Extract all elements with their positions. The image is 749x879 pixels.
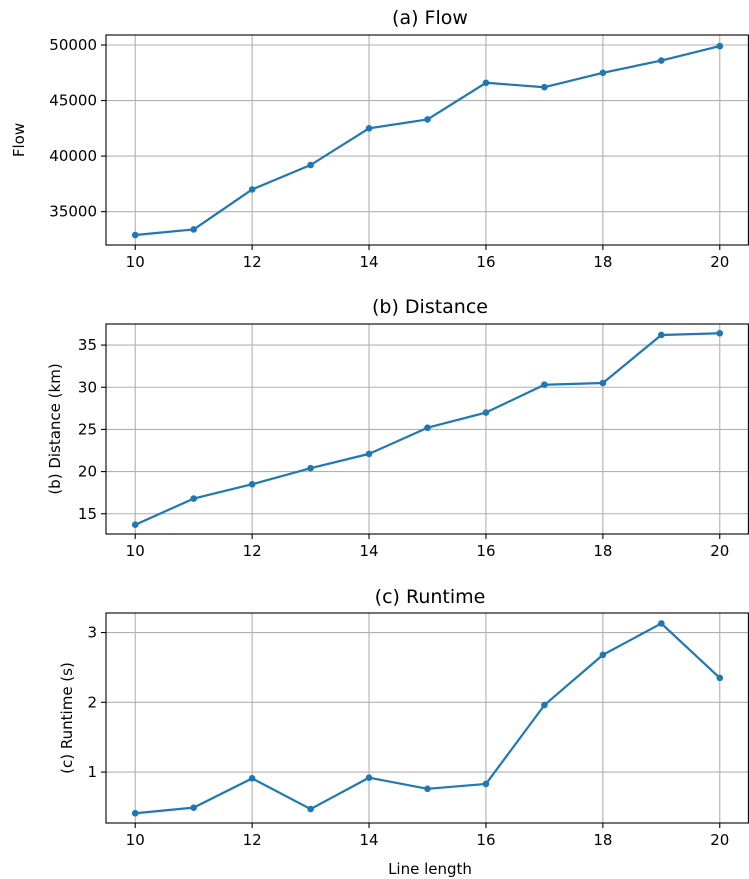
x-tick-label: 14 (359, 542, 378, 560)
x-tick-label: 16 (476, 831, 495, 849)
data-point (190, 226, 197, 233)
chart-title: (c) Runtime (375, 586, 486, 608)
plot-frame (105, 612, 749, 824)
x-axis-label: Line length (388, 860, 472, 878)
data-point (190, 495, 197, 502)
y-tick-label: 2 (87, 693, 97, 711)
x-tick-label: 18 (593, 542, 612, 560)
x-tick-label: 18 (593, 253, 612, 271)
panel-flow: (a) Flow Flow 10 12 14 16 18 20 35000 40000 4500… (10, 7, 749, 271)
x-tick-label: 12 (243, 542, 262, 560)
data-point (424, 785, 431, 793)
series-line (135, 622, 721, 815)
y-tick-label: 35000 (49, 203, 97, 221)
x-tick-label: 12 (243, 831, 262, 849)
data-point (248, 186, 256, 193)
y-tick-label: 30 (78, 378, 97, 396)
chart-title: (b) Distance (372, 296, 488, 318)
data-point (541, 381, 548, 389)
data-point (307, 805, 314, 813)
y-tick-label: 15 (78, 505, 97, 523)
panel-runtime: (c) Runtime (c) Runtime (s) Line length … (58, 586, 749, 878)
panel-distance: (b) Distance (b) Distance (km) 10 12 14 16 1… (46, 296, 749, 560)
x-tick-label: 10 (126, 831, 145, 849)
x-tick-label: 20 (710, 831, 729, 849)
data-point (599, 69, 607, 77)
data-point (424, 116, 431, 123)
x-tick-label: 20 (710, 253, 729, 271)
chart-title: (a) Flow (392, 7, 468, 29)
y-tick-label: 3 (87, 624, 97, 642)
y-tick-label: 1 (87, 763, 97, 781)
x-tick-label: 12 (243, 253, 262, 271)
x-tick-label: 10 (126, 253, 145, 271)
data-point (307, 464, 314, 472)
y-tick-label: 25 (78, 420, 97, 438)
y-axis-label: Flow (10, 123, 28, 157)
data-point (248, 775, 256, 782)
data-point (365, 450, 373, 458)
x-tick-label: 16 (476, 542, 495, 560)
data-point (424, 424, 431, 432)
y-tick-label: 40000 (49, 147, 97, 165)
y-tick-label: 20 (78, 463, 97, 481)
x-tick-label: 20 (710, 542, 729, 560)
x-tick-label: 18 (593, 831, 612, 849)
data-point (482, 79, 490, 87)
data-point (365, 125, 373, 132)
data-point (541, 701, 548, 709)
data-point (716, 42, 724, 50)
data-point (658, 331, 665, 339)
data-point (658, 57, 665, 64)
x-tick-label: 14 (359, 253, 378, 271)
data-point (716, 674, 724, 682)
data-point (599, 379, 607, 387)
data-point (599, 651, 607, 659)
data-point (131, 231, 139, 239)
data-point (190, 804, 197, 811)
series-line (135, 45, 721, 237)
data-point (658, 620, 665, 627)
y-tick-label: 45000 (49, 92, 97, 110)
y-axis-label: (c) Runtime (s) (58, 662, 76, 774)
data-point (131, 521, 139, 529)
y-axis-label: (b) Distance (km) (46, 363, 64, 494)
data-point (541, 83, 548, 91)
y-tick-label: 35 (78, 336, 97, 354)
data-point (482, 780, 490, 788)
data-point (365, 774, 373, 781)
plot-frame (105, 34, 749, 246)
x-tick-label: 10 (126, 542, 145, 560)
data-point (716, 329, 724, 337)
x-tick-label: 14 (359, 831, 378, 849)
data-point (131, 809, 139, 817)
data-point (248, 480, 256, 488)
x-tick-label: 16 (476, 253, 495, 271)
y-tick-label: 50000 (49, 36, 97, 54)
data-point (482, 409, 490, 416)
data-point (307, 161, 314, 169)
